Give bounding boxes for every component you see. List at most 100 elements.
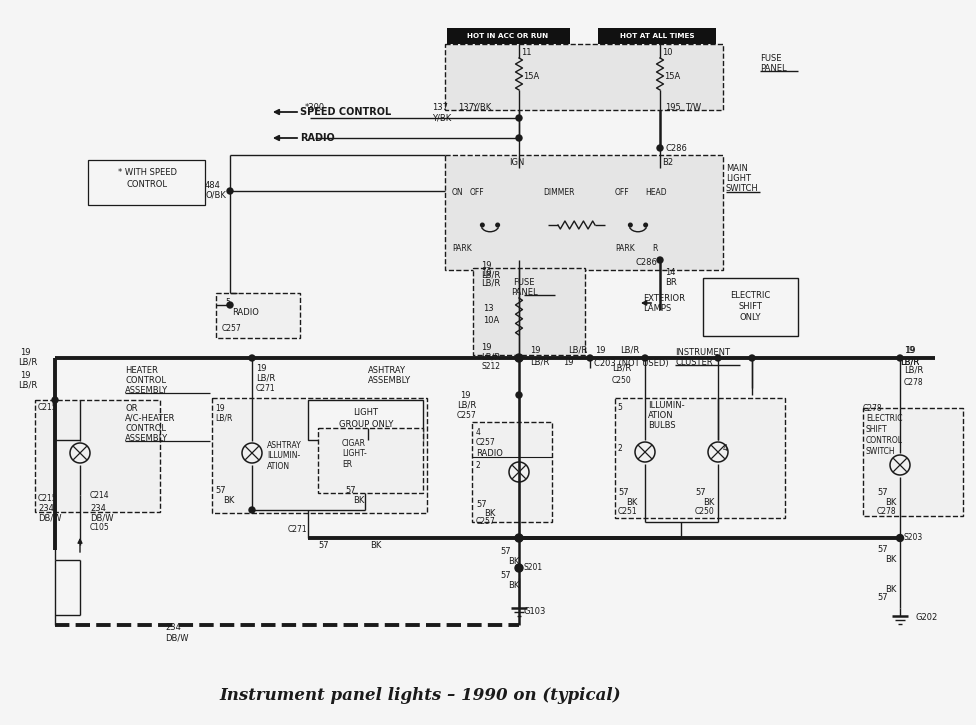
Circle shape xyxy=(496,223,500,227)
Text: C215: C215 xyxy=(38,494,58,502)
Text: CONTROL: CONTROL xyxy=(866,436,903,444)
Text: S212: S212 xyxy=(481,362,500,370)
Text: BK: BK xyxy=(885,555,896,565)
Text: 10A: 10A xyxy=(483,315,500,325)
Bar xyxy=(88,160,205,205)
Text: A/C-HEATER: A/C-HEATER xyxy=(125,413,176,423)
Text: 57: 57 xyxy=(877,594,887,602)
Circle shape xyxy=(587,355,593,361)
Text: C203 (NOT USED): C203 (NOT USED) xyxy=(594,358,669,368)
Text: 195: 195 xyxy=(665,102,680,112)
Circle shape xyxy=(516,392,522,398)
Text: OFF: OFF xyxy=(615,188,630,196)
Text: 19: 19 xyxy=(460,391,470,399)
Text: C215: C215 xyxy=(38,402,58,412)
Text: RADIO: RADIO xyxy=(476,449,503,457)
Circle shape xyxy=(515,354,523,362)
Text: C250: C250 xyxy=(612,376,631,384)
Text: ONLY: ONLY xyxy=(739,312,760,321)
Text: ILLUMIN-: ILLUMIN- xyxy=(267,450,301,460)
Text: LB/R: LB/R xyxy=(215,413,232,423)
Text: ILLUMIN-: ILLUMIN- xyxy=(648,400,684,410)
Circle shape xyxy=(644,223,647,227)
Bar xyxy=(472,422,552,522)
Text: 2: 2 xyxy=(617,444,622,452)
Bar xyxy=(445,155,723,270)
Text: CLUSTER: CLUSTER xyxy=(675,357,712,367)
Text: C278: C278 xyxy=(904,378,923,386)
Text: DB/W: DB/W xyxy=(90,513,113,523)
Circle shape xyxy=(657,257,663,263)
Text: 57: 57 xyxy=(318,541,329,550)
Bar xyxy=(447,28,570,44)
Text: LIGHT: LIGHT xyxy=(726,173,751,183)
Text: 11: 11 xyxy=(521,48,532,57)
Text: 137: 137 xyxy=(458,102,474,112)
Text: HOT AT ALL TIMES: HOT AT ALL TIMES xyxy=(620,33,694,39)
Text: C286: C286 xyxy=(635,257,657,267)
Text: C250: C250 xyxy=(695,507,714,516)
Circle shape xyxy=(52,397,58,403)
Text: C271: C271 xyxy=(256,384,275,392)
Text: BK: BK xyxy=(703,497,714,507)
Text: ATION: ATION xyxy=(648,410,673,420)
Text: 15A: 15A xyxy=(523,72,540,80)
Circle shape xyxy=(642,355,648,361)
Text: FUSE: FUSE xyxy=(760,54,782,62)
Circle shape xyxy=(715,355,721,361)
Text: HOT IN ACC OR RUN: HOT IN ACC OR RUN xyxy=(468,33,549,39)
Text: EXTERIOR: EXTERIOR xyxy=(643,294,685,302)
Text: OFF: OFF xyxy=(470,188,485,196)
Text: C257: C257 xyxy=(222,323,242,333)
Text: LIGHT-: LIGHT- xyxy=(342,449,367,457)
Text: C286: C286 xyxy=(665,144,687,152)
Text: 19: 19 xyxy=(215,404,224,413)
Circle shape xyxy=(629,223,632,227)
Text: ELECTRIC: ELECTRIC xyxy=(866,413,903,423)
Text: IGN: IGN xyxy=(509,157,525,167)
Text: 4: 4 xyxy=(476,428,481,436)
Text: BK: BK xyxy=(370,541,382,550)
Text: 234: 234 xyxy=(38,503,54,513)
Text: 13: 13 xyxy=(483,304,494,312)
Bar xyxy=(473,268,585,355)
Text: 19: 19 xyxy=(20,347,30,357)
Text: RADIO: RADIO xyxy=(232,307,259,317)
Text: 15A: 15A xyxy=(664,72,680,80)
Text: 5: 5 xyxy=(617,402,622,412)
Text: ASSEMBLY: ASSEMBLY xyxy=(125,386,168,394)
Text: 57: 57 xyxy=(476,500,487,508)
Text: LB/R: LB/R xyxy=(612,363,631,373)
Text: LB/R: LB/R xyxy=(18,357,37,367)
Text: 19: 19 xyxy=(563,357,574,367)
Text: 19: 19 xyxy=(904,346,915,355)
Text: 19: 19 xyxy=(905,346,915,355)
Text: 14: 14 xyxy=(665,268,675,276)
Text: T/W: T/W xyxy=(685,102,701,112)
Bar xyxy=(216,293,300,338)
Text: ASSEMBLY: ASSEMBLY xyxy=(125,434,168,442)
Bar xyxy=(598,28,716,44)
Text: SHIFT: SHIFT xyxy=(738,302,762,310)
Text: C105: C105 xyxy=(90,523,109,532)
Text: ER: ER xyxy=(342,460,352,468)
Text: C214: C214 xyxy=(90,491,109,500)
Text: 57: 57 xyxy=(500,547,510,557)
Circle shape xyxy=(657,145,663,151)
Text: MAIN: MAIN xyxy=(726,164,748,173)
Text: ASHTRAY: ASHTRAY xyxy=(368,365,406,375)
Text: DB/W: DB/W xyxy=(165,634,188,642)
Text: CONTROL: CONTROL xyxy=(127,180,168,189)
Bar xyxy=(863,408,963,516)
Text: 2: 2 xyxy=(476,460,481,470)
Text: 234: 234 xyxy=(165,624,181,632)
Text: PANEL: PANEL xyxy=(760,64,787,72)
Text: BK: BK xyxy=(484,510,496,518)
Text: 4: 4 xyxy=(723,444,728,452)
Circle shape xyxy=(249,355,255,361)
Text: 57: 57 xyxy=(618,487,629,497)
Text: 19: 19 xyxy=(530,346,541,355)
Text: INSTRUMENT: INSTRUMENT xyxy=(675,347,730,357)
Text: LB/R: LB/R xyxy=(904,365,923,375)
Text: S201: S201 xyxy=(523,563,542,573)
